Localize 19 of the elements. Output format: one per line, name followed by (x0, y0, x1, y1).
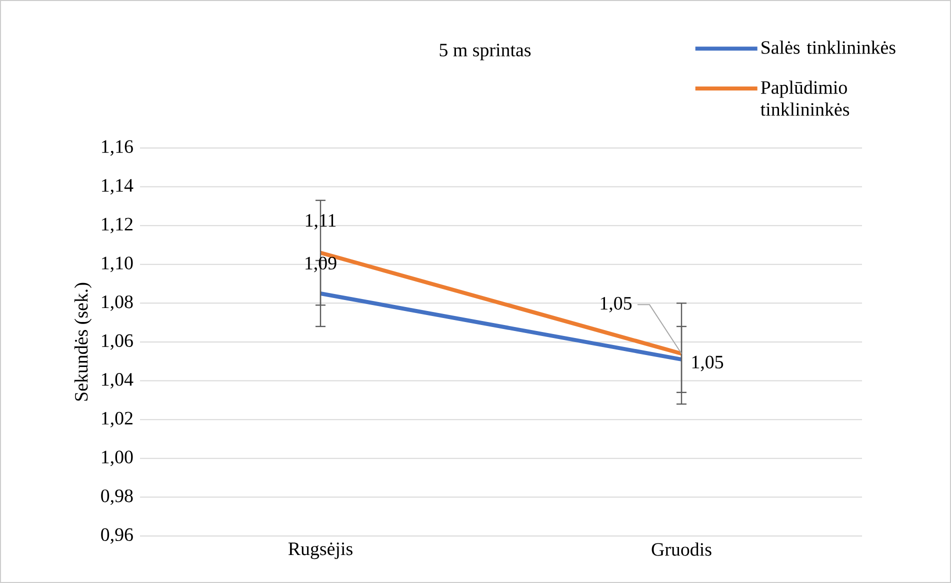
x-tick-label: Rugsėjis (288, 542, 352, 560)
legend-label: Paplūdimio tinklininkės (760, 80, 850, 116)
y-tick-label: 1,06 (102, 334, 133, 350)
y-tick-label: 1,14 (102, 179, 134, 194)
y-tick-label: 1,04 (102, 373, 134, 389)
y-tick-label: 1,10 (102, 256, 133, 272)
y-tick-label: 0,96 (101, 528, 133, 544)
y-tick-label: 1,12 (102, 218, 132, 234)
y-tick-label: 1,08 (102, 295, 133, 311)
chart-title: 5 m sprintas (440, 44, 531, 60)
y-tick-label: 1,16 (102, 140, 133, 156)
legend-label: Salės tinklininkės (762, 40, 896, 54)
data-label: 1,05 (600, 296, 632, 312)
y-tick-label: 1,00 (102, 450, 133, 466)
y-tick-label: 0,98 (101, 489, 133, 505)
y-tick-label: 1,02 (102, 412, 132, 428)
data-label: 1,05 (692, 356, 724, 372)
y-axis-title: Sekundės (sek.) (74, 282, 92, 401)
x-tick-label: Gruodis (652, 542, 712, 556)
